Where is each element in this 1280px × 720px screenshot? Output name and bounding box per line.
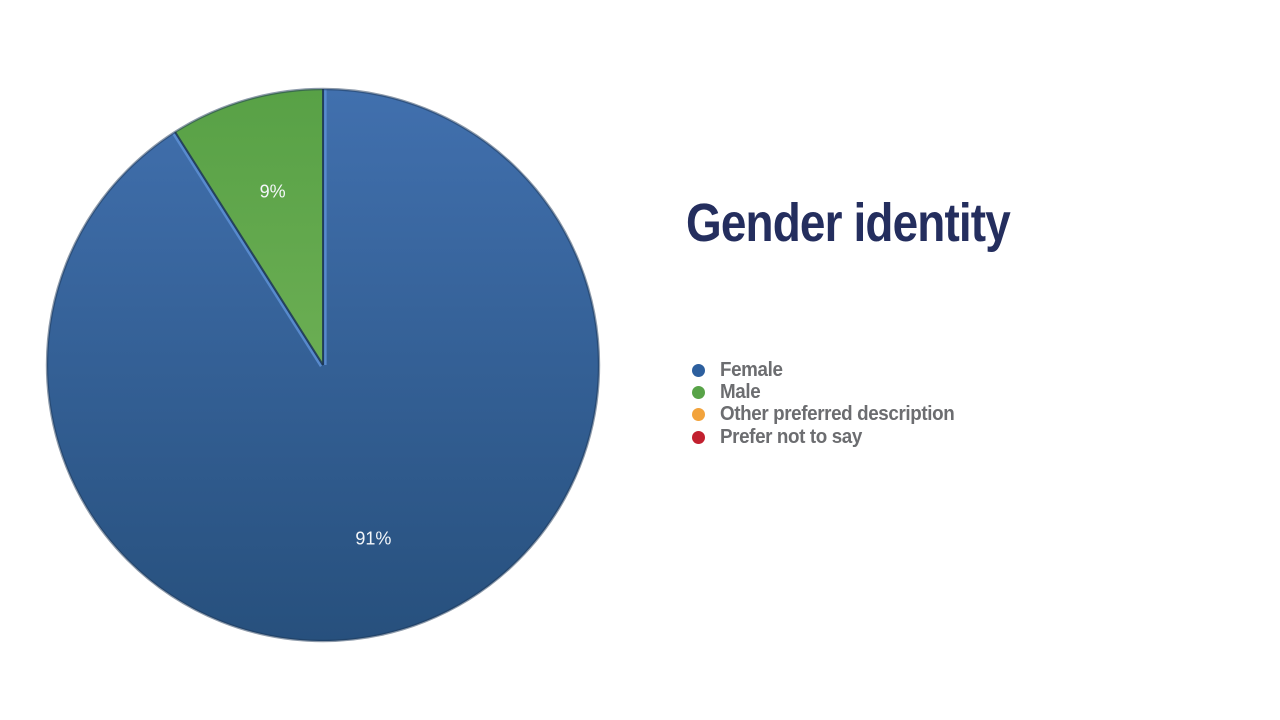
legend-item-label: Female (720, 358, 783, 381)
slice-label-female: 91% (355, 529, 391, 549)
pie-slice-male (175, 89, 323, 365)
chart-title: Gender identity (686, 193, 1011, 253)
legend-item-female: Female (692, 359, 969, 381)
chart-legend: Female Male Other preferred description Pre… (692, 359, 969, 449)
legend-color-dot (692, 363, 705, 377)
legend-item-prefer-not-to-say: Prefer not to say (692, 426, 969, 448)
legend-color-dot (692, 430, 705, 444)
legend-item-label: Male (720, 381, 761, 404)
slice-label-male: 9% (260, 181, 286, 201)
legend-item-other-preferred-description: Other preferred description (692, 403, 969, 426)
legend-color-dot (692, 408, 705, 422)
legend-item-label: Prefer not to say (720, 425, 862, 448)
legend-color-dot (692, 386, 705, 400)
pie-chart: 91% 9% (43, 85, 603, 645)
legend-item-male: Male (692, 381, 969, 403)
pie-chart-svg: 91% 9% (45, 87, 601, 643)
legend-item-label: Other preferred description (720, 403, 955, 426)
